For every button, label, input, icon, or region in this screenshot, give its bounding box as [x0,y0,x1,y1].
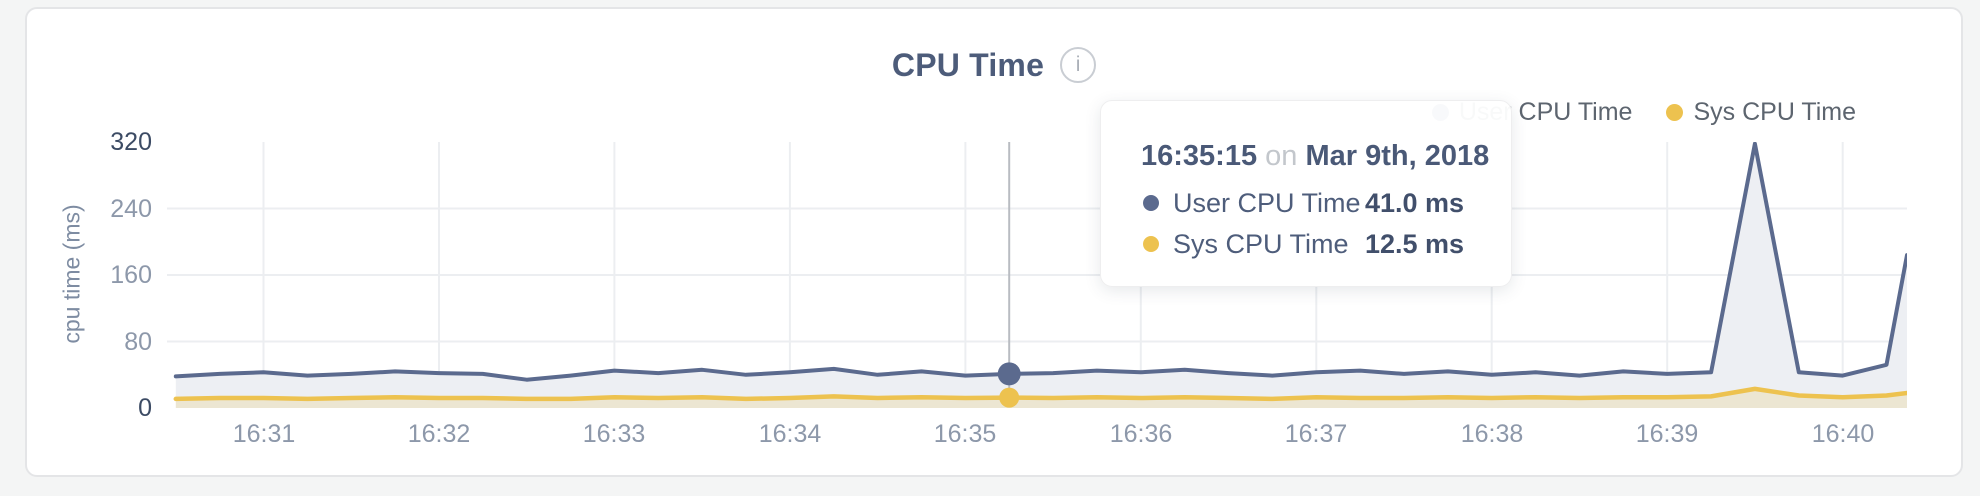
x-tick-label: 16:32 [407,420,471,448]
cpu-time-chart[interactable] [167,142,1907,408]
area-user-cpu-time [175,143,1907,408]
info-glyph: i [1075,53,1081,76]
chart-tooltip: 16:35:15 on Mar 9th, 2018 User CPU Time … [1100,100,1512,287]
x-tick-label: 16:37 [1284,420,1348,448]
tooltip-row-sys: Sys CPU Time 12.5 ms [1143,226,1511,262]
chart-title: CPU Time [891,46,1045,83]
highlighted-point-user-cpu-time [997,362,1021,386]
tooltip-row-value: 41.0 ms [1365,187,1465,218]
x-tick-label: 16:35 [933,420,997,448]
y-tick-label: 0 [138,394,152,422]
x-tick-label: 16:34 [758,420,822,448]
y-tick-label: 240 [110,195,152,223]
x-tick-label: 16:40 [1811,420,1875,448]
sys-cpu-dot-icon [1143,236,1159,252]
x-tick-label: 16:33 [582,420,646,448]
line-user-cpu-time [173,142,1907,382]
tooltip-row-user: User CPU Time 41.0 ms [1143,185,1511,221]
legend-label: Sys CPU Time [1693,97,1856,126]
highlighted-point-sys-cpu-time [999,387,1020,408]
info-circle-icon[interactable]: i [1060,47,1097,83]
tooltip-row-label: User CPU Time [1173,187,1361,218]
tooltip-time: 16:35:15 [1141,140,1258,172]
x-tick-label: 16:36 [1109,420,1173,448]
y-tick-label: 80 [124,328,152,356]
tooltip-connector: on [1265,140,1298,172]
x-tick-label: 16:31 [232,420,296,448]
card-header: CPU Time i [27,45,1961,85]
legend-item-sys-cpu-time[interactable]: Sys CPU Time [1666,98,1856,127]
y-tick-label: 320 [110,128,152,156]
x-axis-ticks: 16:31 16:32 16:33 16:34 16:35 16:36 16:37 16:38… [167,419,1907,449]
tooltip-title: 16:35:15 on Mar 9th, 2018 [1141,139,1511,173]
x-tick-label: 16:39 [1635,420,1699,448]
x-tick-label: 16:38 [1460,420,1524,448]
cpu-time-card: CPU Time i User CPU Time Sys CPU Time cpu… [25,7,1963,477]
tooltip-row-label: Sys CPU Time [1173,228,1349,259]
user-cpu-dot-icon [1143,195,1159,211]
line-sys-cpu-time [173,386,1907,402]
legend-dot-icon [1666,103,1684,121]
y-tick-label: 160 [110,261,152,289]
tooltip-date: Mar 9th, 2018 [1305,140,1490,172]
tooltip-row-value: 12.5 ms [1365,228,1465,259]
